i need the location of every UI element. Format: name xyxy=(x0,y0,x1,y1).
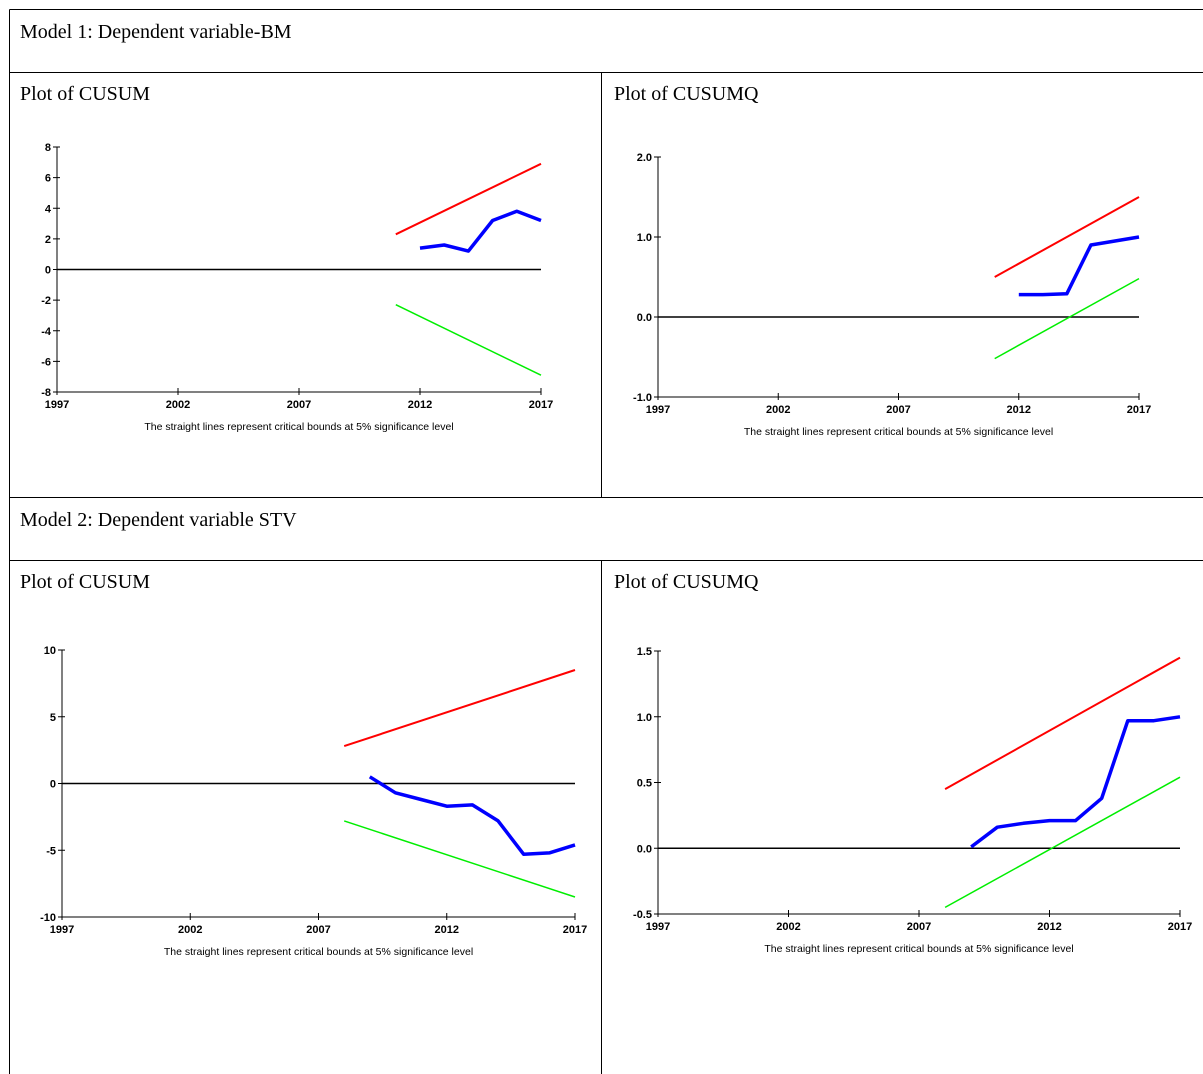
caption: The straight lines represent critical bo… xyxy=(744,426,1053,438)
caption: The straight lines represent critical bo… xyxy=(764,943,1073,955)
panel-title: Plot of CUSUMQ xyxy=(614,571,759,593)
y-tick-label: 1.0 xyxy=(637,712,652,724)
x-tick-label: 2007 xyxy=(306,924,330,936)
y-tick-label: -0.5 xyxy=(633,909,652,921)
y-tick-label: -5 xyxy=(46,845,56,857)
panel-title: Plot of CUSUMQ xyxy=(614,83,759,105)
x-tick-label: 2017 xyxy=(529,399,553,411)
y-tick-label: 2.0 xyxy=(637,152,652,164)
series-line xyxy=(944,776,1181,909)
series-line xyxy=(395,304,542,376)
x-tick-label: 2002 xyxy=(166,399,190,411)
x-tick-label: 1997 xyxy=(646,921,670,933)
series-line xyxy=(994,196,1140,278)
x-tick-label: 2002 xyxy=(178,924,202,936)
x-tick-label: 1997 xyxy=(50,924,74,936)
x-tick-label: 2017 xyxy=(563,924,587,936)
y-tick-label: 0 xyxy=(45,265,51,277)
y-tick-label: 1.5 xyxy=(637,646,652,658)
y-tick-label: 8 xyxy=(45,142,51,154)
series-line xyxy=(970,715,1181,849)
y-tick-label: 1.0 xyxy=(637,232,652,244)
series-line xyxy=(368,775,576,857)
series-line xyxy=(1018,235,1140,297)
y-tick-label: 0.0 xyxy=(637,312,652,324)
x-tick-label: 2007 xyxy=(907,921,931,933)
y-tick-label: 0.5 xyxy=(637,778,652,790)
y-tick-label: 0.0 xyxy=(637,843,652,855)
section-heading: Model 1: Dependent variable-BM xyxy=(20,21,292,43)
x-tick-label: 1997 xyxy=(646,404,670,416)
x-tick-label: 2007 xyxy=(886,404,910,416)
y-tick-label: -6 xyxy=(41,356,51,368)
series-line xyxy=(343,820,576,898)
section-heading: Model 2: Dependent variable STV xyxy=(20,509,297,531)
series-line xyxy=(395,162,542,236)
x-tick-label: 2007 xyxy=(287,399,311,411)
x-tick-label: 2012 xyxy=(408,399,432,411)
y-tick-label: 4 xyxy=(45,203,52,215)
y-tick-label: -4 xyxy=(41,326,52,338)
panel-title: Plot of CUSUM xyxy=(20,83,150,105)
panel-title: Plot of CUSUM xyxy=(20,571,150,593)
series-line xyxy=(419,209,542,253)
x-tick-label: 2012 xyxy=(1007,404,1031,416)
y-tick-label: -2 xyxy=(41,295,51,307)
y-tick-label: -1.0 xyxy=(633,392,652,404)
x-tick-label: 2017 xyxy=(1127,404,1151,416)
y-tick-label: -8 xyxy=(41,387,51,399)
y-tick-label: 2 xyxy=(45,234,51,246)
x-tick-label: 2002 xyxy=(776,921,800,933)
x-tick-label: 1997 xyxy=(45,399,69,411)
x-tick-label: 2017 xyxy=(1168,921,1192,933)
y-tick-label: 10 xyxy=(44,645,56,657)
y-tick-label: -10 xyxy=(40,912,56,924)
series-line xyxy=(944,656,1181,790)
caption: The straight lines represent critical bo… xyxy=(164,946,473,958)
y-tick-label: 6 xyxy=(45,173,51,185)
series-line xyxy=(343,669,576,748)
table-borders xyxy=(9,9,1203,1074)
x-tick-label: 2002 xyxy=(766,404,790,416)
caption: The straight lines represent critical bo… xyxy=(144,421,453,433)
y-tick-label: 5 xyxy=(50,712,56,724)
x-tick-label: 2012 xyxy=(1037,921,1061,933)
y-tick-label: 0 xyxy=(50,779,56,791)
x-tick-label: 2012 xyxy=(435,924,459,936)
series-line xyxy=(994,277,1140,360)
